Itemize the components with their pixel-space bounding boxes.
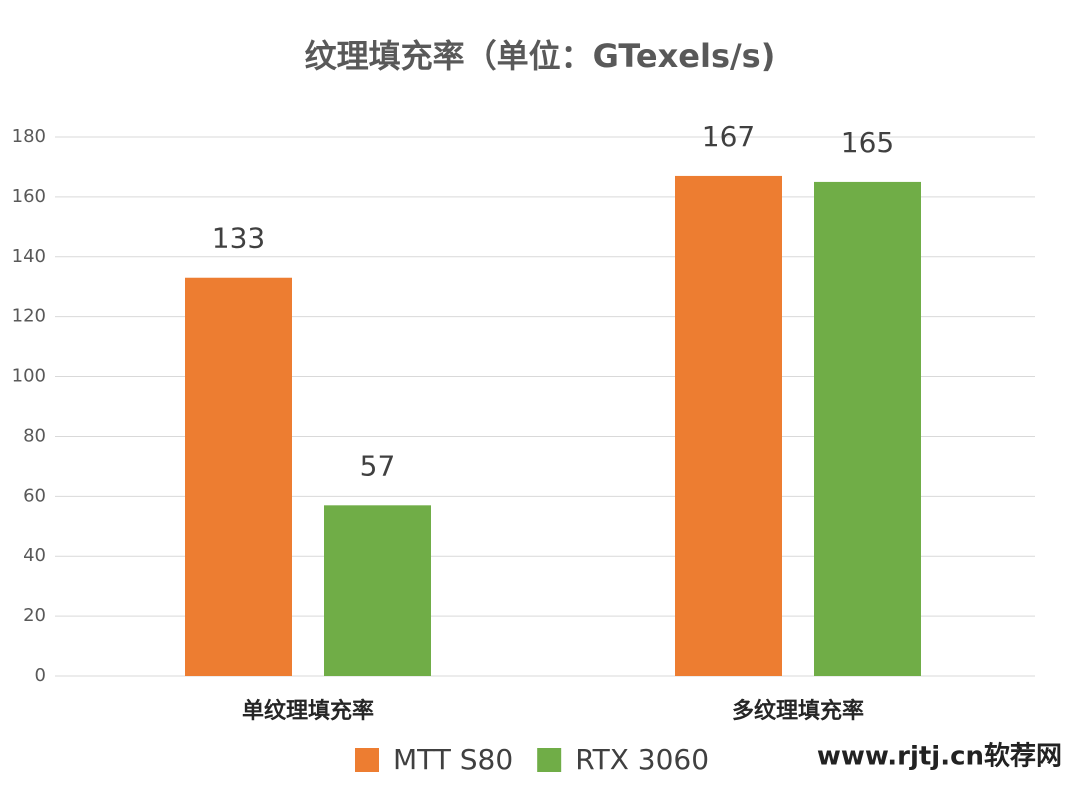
legend-label: MTT S80 — [393, 743, 513, 776]
bar — [814, 181, 921, 676]
chart-title: 纹理填充率（单位：GTexels/s) — [305, 37, 776, 75]
legend-label: RTX 3060 — [575, 743, 709, 776]
x-tick-label: 单纹理填充率 — [242, 698, 374, 724]
data-label: 133 — [212, 222, 265, 255]
y-tick-label: 60 — [23, 485, 46, 506]
y-tick-label: 100 — [12, 366, 46, 387]
watermark: www.rjtj.cn软荐网 — [817, 742, 1062, 772]
bar — [185, 277, 292, 676]
data-label: 57 — [360, 449, 396, 482]
bar — [324, 505, 431, 676]
y-tick-label: 80 — [23, 425, 46, 446]
y-tick-label: 160 — [12, 186, 46, 207]
data-label: 167 — [702, 120, 755, 153]
y-tick-label: 0 — [35, 665, 46, 686]
y-tick-label: 180 — [12, 126, 46, 147]
y-tick-label: 140 — [12, 246, 46, 267]
bar — [675, 175, 782, 676]
x-tick-label: 多纹理填充率 — [732, 698, 864, 724]
data-label: 165 — [841, 126, 894, 159]
legend-swatch — [537, 748, 562, 772]
y-tick-label: 120 — [12, 306, 46, 327]
y-tick-label: 20 — [23, 605, 46, 626]
legend-swatch — [355, 748, 379, 772]
y-tick-label: 40 — [23, 545, 46, 566]
